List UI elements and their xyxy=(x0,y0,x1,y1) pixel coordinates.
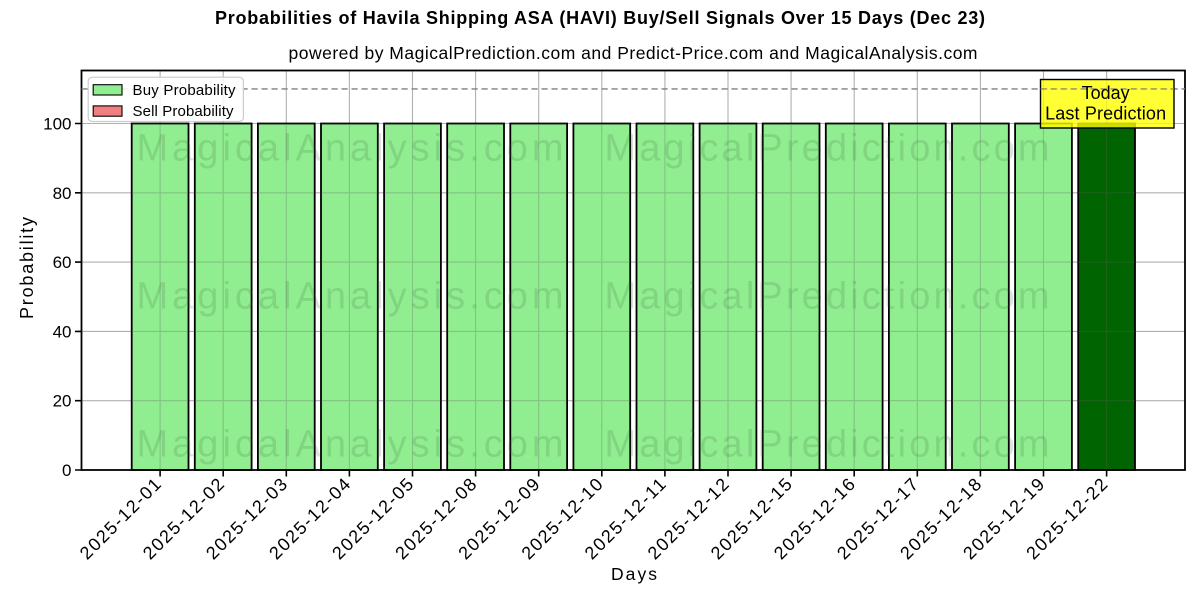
svg-text:MagicalPrediction.com: MagicalPrediction.com xyxy=(605,276,1050,318)
svg-text:MagicalPrediction.com: MagicalPrediction.com xyxy=(605,128,1050,170)
svg-text:20: 20 xyxy=(53,392,72,411)
svg-text:Days: Days xyxy=(611,564,657,584)
svg-text:Probabilities of Havila Shippi: Probabilities of Havila Shipping ASA (HA… xyxy=(215,8,985,28)
svg-text:Sell Probability: Sell Probability xyxy=(133,103,235,120)
svg-text:MagicalPrediction.com: MagicalPrediction.com xyxy=(605,424,1050,466)
svg-text:MagicalAnalysis.com: MagicalAnalysis.com xyxy=(137,424,564,466)
svg-text:Today: Today xyxy=(1082,83,1130,103)
svg-text:Last Prediction: Last Prediction xyxy=(1045,103,1166,123)
svg-text:0: 0 xyxy=(62,461,71,480)
svg-text:MagicalAnalysis.com: MagicalAnalysis.com xyxy=(137,276,564,318)
svg-text:Buy Probability: Buy Probability xyxy=(133,82,237,99)
svg-text:100: 100 xyxy=(43,115,71,134)
svg-text:powered by MagicalPrediction.c: powered by MagicalPrediction.com and Pre… xyxy=(289,43,978,63)
svg-text:80: 80 xyxy=(53,184,72,203)
svg-text:MagicalAnalysis.com: MagicalAnalysis.com xyxy=(137,128,564,170)
svg-text:60: 60 xyxy=(53,253,72,272)
svg-text:Probability: Probability xyxy=(17,217,37,319)
svg-text:40: 40 xyxy=(53,322,72,341)
